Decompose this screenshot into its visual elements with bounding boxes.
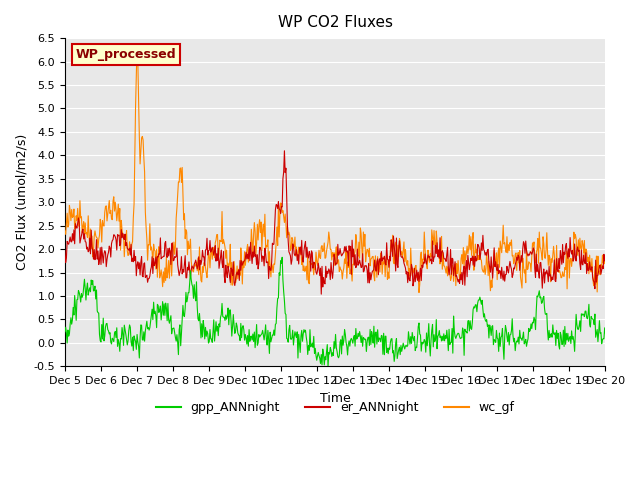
er_ANNnight	[602, 255, 609, 261]
er_ANNnight	[127, 252, 134, 258]
gpp_ANNnight	[61, 329, 68, 335]
gpp_ANNnight	[602, 330, 609, 336]
gpp_ANNnight	[418, 339, 426, 345]
wc_gf	[133, 41, 141, 47]
Y-axis label: CO2 Flux (umol/m2/s): CO2 Flux (umol/m2/s)	[15, 134, 28, 270]
er_ANNnight	[280, 148, 288, 154]
Line: wc_gf: wc_gf	[65, 44, 605, 292]
er_ANNnight	[61, 247, 68, 253]
wc_gf	[71, 226, 79, 231]
Line: er_ANNnight: er_ANNnight	[65, 151, 605, 294]
Legend: gpp_ANNnight, er_ANNnight, wc_gf: gpp_ANNnight, er_ANNnight, wc_gf	[151, 396, 520, 419]
gpp_ANNnight	[127, 324, 134, 330]
wc_gf	[182, 227, 190, 233]
gpp_ANNnight	[278, 254, 286, 260]
gpp_ANNnight	[403, 342, 410, 348]
er_ANNnight	[71, 241, 79, 247]
X-axis label: Time: Time	[320, 392, 351, 405]
wc_gf	[127, 245, 134, 251]
gpp_ANNnight	[71, 293, 79, 299]
wc_gf	[402, 247, 410, 252]
er_ANNnight	[210, 252, 218, 258]
Line: gpp_ANNnight: gpp_ANNnight	[65, 257, 605, 367]
wc_gf	[602, 256, 609, 262]
er_ANNnight	[181, 253, 189, 259]
wc_gf	[61, 228, 68, 234]
Title: WP CO2 Fluxes: WP CO2 Fluxes	[278, 15, 393, 30]
wc_gf	[418, 265, 426, 271]
er_ANNnight	[317, 291, 325, 297]
gpp_ANNnight	[324, 364, 332, 370]
gpp_ANNnight	[210, 317, 218, 323]
er_ANNnight	[403, 271, 410, 277]
Text: WP_processed: WP_processed	[76, 48, 177, 61]
er_ANNnight	[418, 263, 426, 268]
wc_gf	[211, 255, 218, 261]
gpp_ANNnight	[181, 305, 189, 311]
wc_gf	[415, 289, 423, 295]
